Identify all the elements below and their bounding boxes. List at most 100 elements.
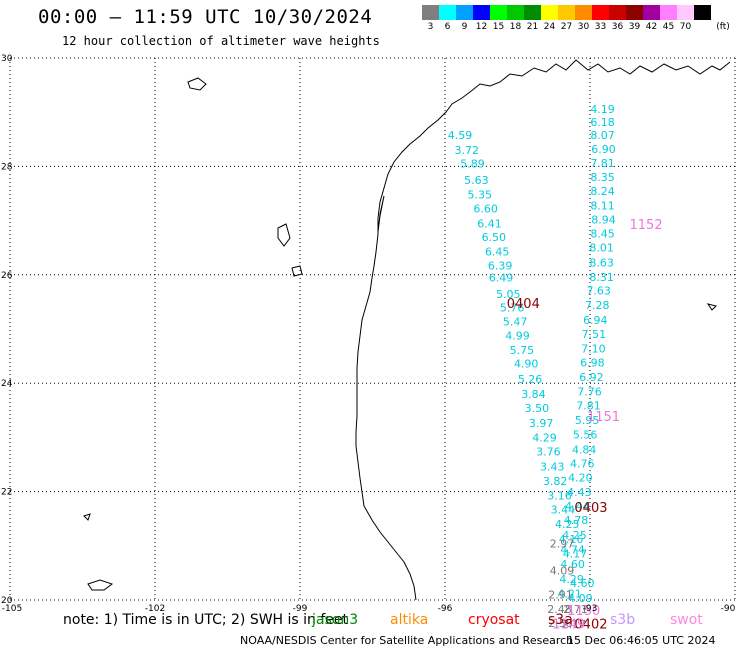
wave-height-label: 4.29 [532, 431, 557, 444]
legend-swatch [490, 5, 507, 20]
pass-id-label: 1151 [587, 410, 620, 425]
wave-height-label: 4.20 [568, 472, 593, 485]
wave-height-label: 6.60 [473, 203, 498, 216]
generated-timestamp: 15 Dec 06:46:05 UTC 2024 [567, 634, 716, 647]
wave-height-label: 6.94 [583, 314, 608, 327]
gulf-coastline [355, 59, 731, 601]
wave-height-label: 6.18 [590, 116, 615, 129]
pass-id-label: 0402 [574, 617, 607, 632]
legend-label: 9 [461, 22, 468, 32]
legend-label: 39 [628, 22, 641, 32]
wave-height-label: 2.17 [562, 618, 587, 631]
wave-height-label: 4.90 [514, 358, 539, 371]
wave-height-label: 4.60 [570, 577, 595, 590]
wave-height-label: 5.56 [573, 429, 598, 442]
wave-height-label: 7.81 [590, 157, 615, 170]
wave-height-label: 8.07 [590, 129, 615, 142]
island-3 [291, 265, 303, 277]
legend-swatch [694, 5, 711, 20]
wave-height-label: 6.41 [477, 217, 502, 230]
wave-height-label: 4.25 [555, 518, 580, 531]
legend-swatch [524, 5, 541, 20]
lon-tick-label: -105 [2, 604, 22, 614]
wave-height-label: 8.11 [590, 199, 615, 212]
pass-id-label: 1149 [552, 617, 585, 632]
legend-swatch [643, 5, 660, 20]
chart-subtitle: 12 hour collection of altimeter wave hei… [62, 34, 380, 48]
wave-height-label: 2.71 [563, 603, 588, 616]
wave-height-label: 6.90 [591, 143, 616, 156]
footer-note: note: 1) Time is in UTC; 2) SWH is in fe… [63, 612, 349, 628]
legend-swatch [558, 5, 575, 20]
lat-tick-label: 20 [1, 596, 13, 606]
island-5 [706, 303, 717, 311]
satellite-name-altika: altika [390, 612, 429, 628]
satellite-name-s3b: s3b [610, 612, 636, 628]
legend-label: 70 [679, 22, 692, 32]
legend-label: 24 [543, 22, 556, 32]
wave-height-label: 3.72 [455, 144, 480, 157]
lon-tick-label: -102 [145, 604, 165, 614]
wave-height-label: 5.95 [575, 414, 600, 427]
legend-label: 3 [427, 22, 434, 32]
wave-height-label: 3.82 [543, 475, 568, 488]
credit-line: NOAA/NESDIS Center for Satellite Applica… [240, 634, 574, 647]
wave-height-label: 4.43 [567, 486, 592, 499]
wave-height-label: 5.35 [468, 189, 493, 202]
wave-height-label: 4.74 [560, 544, 585, 557]
lon-tick-label: -96 [438, 604, 453, 614]
wave-height-label: 8.94 [591, 214, 616, 227]
island-2 [277, 223, 291, 247]
wave-height-label: 7.63 [586, 285, 611, 298]
lat-tick-label: 26 [1, 271, 13, 281]
wave-height-label: 6.39 [488, 260, 513, 273]
lat-tick-label: 28 [1, 162, 13, 172]
legend-label: 42 [645, 22, 658, 32]
legend-label: 36 [611, 22, 624, 32]
wave-height-label: 8.01 [589, 242, 614, 255]
chart-title: 00:00 — 11:59 UTC 10/30/2024 [38, 6, 373, 28]
wave-height-label: 5.89 [460, 158, 485, 171]
legend-label: 33 [594, 22, 607, 32]
legend-label: 30 [577, 22, 590, 32]
legend-swatch [609, 5, 626, 20]
wave-height-label: 3.84 [521, 388, 546, 401]
wave-height-label: 4.17 [563, 547, 588, 560]
satellite-name-jason3: jason3 [312, 612, 359, 628]
wave-height-label: 4.78 [564, 514, 589, 527]
wave-height-label: 4.99 [505, 330, 530, 343]
legend-swatch [626, 5, 643, 20]
wave-height-label: 4.29 [559, 573, 584, 586]
wave-height-label: 4.44 [565, 500, 590, 513]
satellite-name-cryosat: cryosat [468, 612, 520, 628]
legend-label: 21 [526, 22, 539, 32]
coastline [83, 59, 731, 601]
legend-label: 6 [444, 22, 451, 32]
color-legend-labels: 3 6 9 12 15 18 21 24 27 30 33 36 39 42 45 70 (ft) [422, 22, 735, 34]
lon-tick-label: -99 [293, 604, 308, 614]
wave-height-label: 6.49 [489, 272, 514, 285]
satellite-name-s3a: s3a [548, 612, 573, 628]
legend-swatch [473, 5, 490, 20]
wave-height-label: 4.16 [559, 533, 584, 546]
wave-height-label: 6.92 [579, 371, 604, 384]
lon-tick-label: -93 [583, 604, 598, 614]
wave-height-label: 7.81 [576, 399, 601, 412]
wave-height-label: 5.75 [510, 344, 535, 357]
pass-id-label: 0404 [507, 297, 540, 312]
legend-swatch [660, 5, 677, 20]
wave-height-label: 4.59 [448, 129, 473, 142]
legend-swatch [439, 5, 456, 20]
wave-height-label: 2.58 [548, 617, 573, 630]
wave-height-label: 3.97 [529, 417, 554, 430]
wave-height-label: 8.24 [590, 185, 615, 198]
legend-label: 15 [492, 22, 505, 32]
legend-swatch [575, 5, 592, 20]
legend-label: 27 [560, 22, 573, 32]
wave-height-label: 6.98 [580, 357, 605, 370]
legend-swatch [456, 5, 473, 20]
wave-height-label: 2.97 [550, 538, 575, 551]
wave-height-label: 6.50 [482, 231, 507, 244]
legend-unit: (ft) [716, 22, 730, 32]
